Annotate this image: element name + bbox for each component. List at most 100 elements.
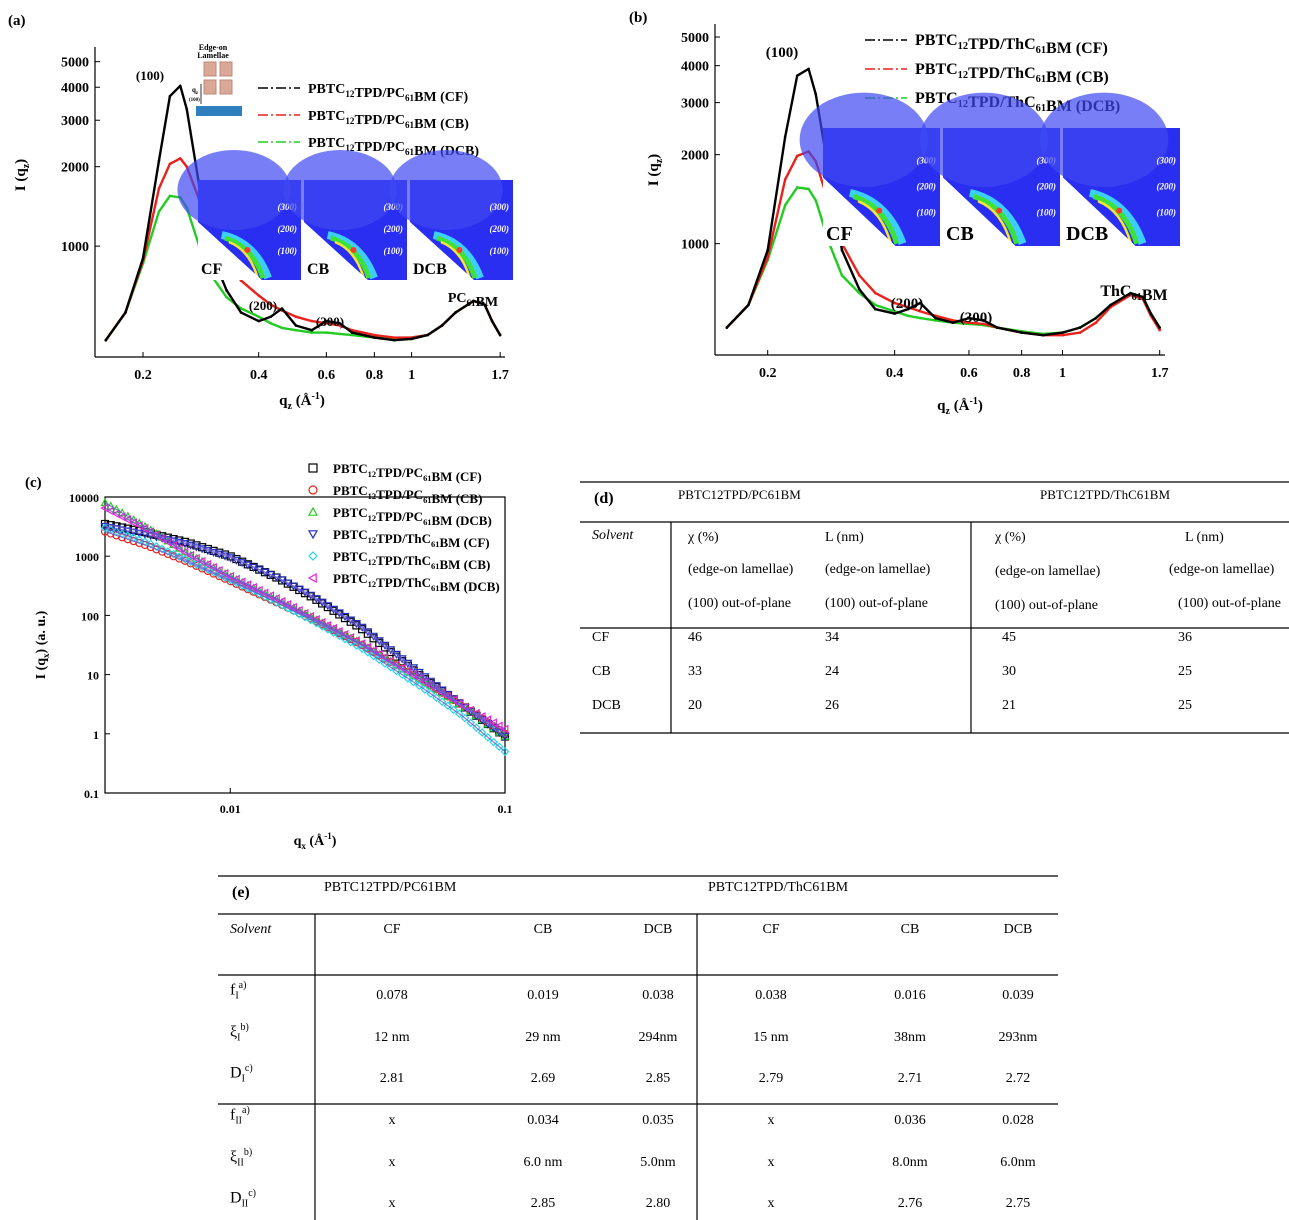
table-e-row-label: fIa) — [230, 980, 246, 1002]
data-point-b — [893, 310, 896, 313]
panel-c: (c) 0.1 1 10 100 1000 10000 0.01 0.1 I (qx) (a. u… — [0, 455, 560, 855]
legend-marker-c — [307, 506, 319, 516]
data-point-c — [391, 660, 400, 670]
table-e-value-cell: 6.0nm — [1000, 1155, 1036, 1170]
inset-edge-on-label: Edge-on — [199, 43, 228, 52]
data-point-c — [220, 568, 229, 578]
table-e-value-cell: 15 nm — [753, 1030, 789, 1045]
data-point-c — [100, 503, 109, 513]
data-point-a — [426, 333, 429, 337]
row-symbol: D — [230, 1064, 242, 1082]
table-d-solvent-cell: DCB — [592, 698, 621, 713]
data-point-b — [858, 288, 861, 291]
x-tick-label-a: 0.6 — [318, 368, 336, 383]
data-point-a — [157, 187, 161, 191]
table-e-value-cell: x — [767, 1155, 775, 1170]
table-e-value-cell: 29 nm — [525, 1030, 561, 1045]
table-e-value-cell: 2.85 — [645, 1071, 671, 1086]
table-d-group1: PBTC12TPD/PC61BM — [678, 487, 801, 502]
saxs-hotspot — [876, 207, 883, 214]
data-point-b — [1129, 291, 1132, 295]
peak-annotation-a: (300) — [316, 314, 344, 329]
row-subscript: II — [235, 1115, 242, 1127]
y-tick-label-c: 10 — [87, 669, 99, 683]
data-point-b — [1020, 331, 1023, 334]
table-e-value-cell: 0.019 — [527, 988, 559, 1003]
table-e-group2: PBTC12TPD/ThC61BM — [708, 880, 849, 895]
table-d-value-cell: 25 — [1178, 698, 1192, 713]
y-tick-label-a: 1000 — [61, 240, 89, 255]
table-d-value-cell: 30 — [1002, 664, 1016, 679]
data-point-b — [807, 67, 810, 71]
row-subscript: I — [241, 1073, 245, 1085]
data-point-b — [1061, 331, 1064, 334]
legend-marker-c — [308, 551, 318, 561]
table-e-row-label: fIIa) — [230, 1105, 250, 1127]
saxs-image-dcb: (300) (200) (100) DCB — [389, 150, 513, 280]
data-point-a — [310, 331, 314, 334]
table-e-value-cell: 0.036 — [894, 1113, 926, 1128]
peak-annotation-b: ThC61BM — [1100, 283, 1167, 304]
saxs-hotspot — [996, 207, 1003, 214]
saxs-hkl-label: (100) — [917, 207, 937, 217]
data-point-a — [157, 159, 161, 163]
row-footnote: a) — [242, 1105, 250, 1116]
data-point-c — [191, 553, 200, 563]
table-d-sub1-1: (edge-on lamellae) — [688, 562, 794, 577]
data-point-a — [141, 256, 145, 260]
saxs-image-cf: (300) (200) (100) CF — [177, 150, 301, 280]
row-symbol: ξ — [230, 1148, 238, 1166]
data-point-b — [906, 307, 910, 311]
saxs-halo — [283, 150, 397, 230]
table-e-col-header: DCB — [1003, 922, 1033, 937]
saxs-label-cf: CF — [201, 261, 223, 278]
table-e-value-cell: 0.038 — [755, 988, 787, 1003]
data-point-b — [995, 326, 999, 329]
saxs-image-cb: (300) (200) (100) CB — [283, 150, 407, 280]
chart-a: (a) 1000 2000 3000 4000 5000 0.2 0.4 0.6 0.8 1 1.7 I… — [8, 13, 513, 412]
saxs-hkl-label: (200) — [278, 224, 298, 234]
data-point-c — [128, 518, 137, 528]
data-point-a — [225, 295, 228, 299]
table-e-value-cell: 0.038 — [642, 988, 674, 1003]
data-point-b — [893, 312, 896, 315]
data-point-a — [490, 319, 494, 323]
panel-b: (b) 1000 2000 3000 4000 5000 0.2 0.4 0.6 0.8 1 1.7 I… — [620, 0, 1200, 430]
data-point-c — [420, 677, 429, 687]
data-point-c — [494, 742, 504, 752]
data-point-a — [225, 289, 228, 292]
table-d-sub1-3: (edge-on lamellae) — [995, 564, 1101, 579]
x-tick-label-a: 1.7 — [491, 368, 509, 383]
data-point-c — [231, 574, 240, 584]
data-point-a — [157, 210, 161, 214]
table-d-sub2-4: (100) out-of-plane — [1178, 596, 1282, 611]
data-point-a — [178, 84, 182, 88]
table-e-solvent-header: Solvent — [230, 922, 272, 937]
data-point-b — [906, 314, 910, 318]
row-symbol: ξ — [230, 1023, 238, 1041]
data-point-a — [498, 333, 502, 337]
saxs-hotspot — [350, 247, 357, 253]
row-footnote: a) — [238, 980, 247, 991]
legend-marker-c — [307, 572, 317, 584]
data-point-a — [350, 331, 354, 334]
table-d-value-cell: 26 — [825, 698, 839, 713]
x-tick-label-a: 0.8 — [366, 368, 384, 383]
fit-line-c — [104, 527, 506, 753]
data-point-c — [500, 724, 509, 734]
saxs-hkl-label: (200) — [384, 224, 404, 234]
table-d-solvent-cell: CB — [592, 664, 611, 679]
data-point-b — [874, 303, 877, 307]
data-point-a — [269, 321, 273, 325]
data-point-b — [766, 255, 769, 259]
table-d-label: (d) — [594, 490, 614, 507]
row-subscript: II — [237, 1157, 244, 1169]
data-point-b — [1094, 316, 1098, 320]
y-tick-label-a: 2000 — [61, 161, 89, 176]
fit-line-c — [104, 525, 506, 737]
saxs-label-cb: CB — [946, 223, 974, 245]
table-e-col-header: CF — [383, 922, 401, 937]
table-d-solvent-header: Solvent — [592, 528, 634, 543]
legend-marker-c — [308, 485, 318, 495]
row-symbol: D — [230, 1189, 242, 1207]
